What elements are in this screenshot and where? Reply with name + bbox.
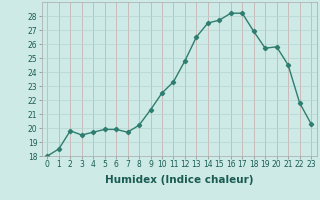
X-axis label: Humidex (Indice chaleur): Humidex (Indice chaleur) [105, 175, 253, 185]
